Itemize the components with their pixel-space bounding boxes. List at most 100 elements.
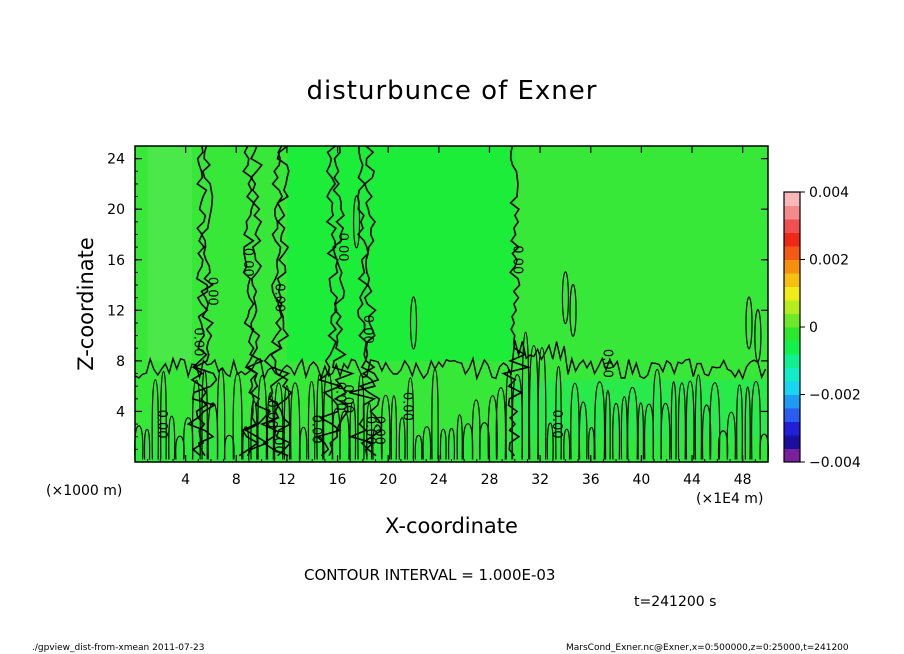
- colorbar-swatch: [784, 232, 800, 247]
- contour-line: [390, 395, 398, 460]
- contour-label: 0.00: [308, 415, 323, 444]
- x-tick-label: 4: [181, 472, 190, 488]
- contour-line: [736, 384, 743, 460]
- contour-line: [578, 401, 588, 460]
- contour-line: [250, 400, 258, 460]
- contour-line: [398, 417, 406, 460]
- x-axis-label: X-coordinate: [385, 514, 518, 538]
- contour-line: [670, 380, 677, 460]
- contour-label: 0.00: [270, 425, 285, 454]
- contour-line: [339, 410, 350, 460]
- contour-line: [694, 374, 703, 460]
- contour-line: [380, 394, 391, 460]
- contour-line: [563, 428, 571, 460]
- contour-line: [744, 386, 751, 460]
- y-tick-label: 20: [107, 202, 125, 218]
- contour-label: 0.00: [154, 410, 169, 439]
- contour-line: [637, 402, 645, 460]
- contour-line: [358, 145, 383, 457]
- contour-line: [546, 422, 554, 460]
- contour-line: [561, 271, 570, 325]
- colorbar-swatch: [784, 381, 800, 395]
- contour-line: [232, 372, 243, 460]
- contour-line: [283, 385, 291, 460]
- contour-line: [745, 296, 753, 350]
- contour-line: [244, 145, 272, 457]
- contour-line: [569, 283, 577, 337]
- contour-line: [224, 434, 235, 460]
- contour-label: 0.00: [360, 315, 375, 344]
- contour-line: [409, 296, 418, 350]
- x-tick-label: 44: [683, 472, 701, 488]
- colorbar-label: 0.002: [809, 253, 849, 269]
- contour-label: 0.00: [191, 327, 206, 356]
- contour-line: [143, 428, 151, 460]
- contour-line: [627, 386, 639, 460]
- contour-line: [709, 382, 721, 460]
- x-tick-label: 8: [232, 472, 241, 488]
- contour-label: 0.00: [332, 382, 347, 411]
- y-tick-label: 16: [107, 253, 125, 269]
- contour-line: [257, 374, 268, 460]
- contour-label: 0.00: [335, 233, 350, 262]
- colorbar-swatch: [784, 286, 800, 301]
- y-axis: 4 8 12 16 20 24: [107, 152, 768, 450]
- contour-line: [501, 145, 531, 457]
- contour-line: [242, 426, 250, 460]
- contour-line: [660, 402, 671, 460]
- contour-line: [259, 145, 291, 457]
- contour-line: [570, 382, 580, 460]
- x-axis: 4 8 12 16 20 24 28 32 36 40 44 48: [147, 146, 756, 488]
- contour-line: [290, 382, 301, 460]
- colorbar-swatch: [784, 327, 800, 341]
- x-tick-label: 16: [329, 472, 347, 488]
- contour-line: [134, 339, 767, 381]
- contour-line: [537, 346, 547, 460]
- contour-label: 0.00: [363, 416, 378, 445]
- contour-line: [521, 331, 530, 460]
- contour-line: [439, 428, 447, 460]
- contour-line: [316, 372, 324, 460]
- colorbar-label: 0.004: [809, 185, 849, 201]
- chart-title: disturbunce of Exner: [306, 76, 598, 106]
- colorbar-swatch: [784, 192, 800, 206]
- colorbar-swatch: [784, 313, 800, 328]
- colorbar-label: −0.002: [809, 388, 861, 404]
- contour-line: [151, 379, 159, 460]
- contour-line: [652, 368, 662, 460]
- contour-line: [478, 422, 490, 460]
- contour-line: [726, 411, 736, 460]
- contour-line: [299, 426, 308, 460]
- contour-line: [191, 379, 201, 460]
- contour-label: 0.00: [549, 410, 564, 439]
- contour-line: [677, 382, 686, 460]
- y-units-label: (×1000 m): [46, 483, 123, 499]
- colorbar-swatch: [784, 273, 800, 287]
- colorbar-label: 0: [809, 320, 818, 336]
- contour-line: [406, 377, 415, 460]
- contour-line: [447, 427, 456, 460]
- x-tick-label: 40: [632, 472, 650, 488]
- x-tick-label: 36: [582, 472, 600, 488]
- colorbar-swatch: [784, 205, 800, 220]
- colorbar-swatch: [784, 340, 800, 355]
- contour-line: [414, 434, 423, 460]
- x-tick-label: 20: [379, 472, 397, 488]
- contour-line: [685, 380, 695, 460]
- contour-line: [357, 373, 365, 460]
- contour-label: 0.00: [240, 248, 255, 277]
- contour-label: 0.00: [264, 399, 279, 428]
- contour-label: 0.00: [599, 349, 614, 378]
- contour-line: [269, 145, 293, 457]
- contour-line: [328, 145, 355, 457]
- contour-label: 0.00: [510, 245, 525, 274]
- colorbar-swatch: [784, 300, 800, 314]
- contour-line: [456, 414, 463, 460]
- contour-line: [266, 392, 275, 460]
- colorbar-swatch: [784, 394, 800, 409]
- colorbar-swatch: [784, 367, 800, 382]
- x-units-label: (×1E4 m): [696, 491, 764, 507]
- colorbar-swatch: [784, 354, 800, 368]
- footer-right: MarsCond_Exner.nc@Exner,x=0:500000,z=0:2…: [566, 643, 849, 653]
